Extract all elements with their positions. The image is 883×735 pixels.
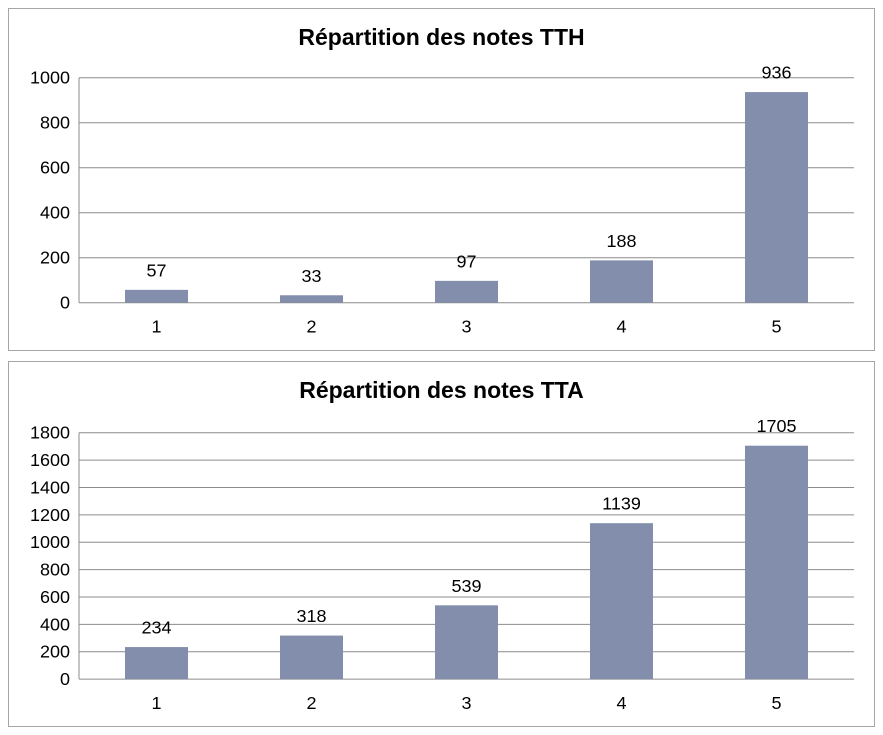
svg-text:57: 57 xyxy=(147,260,167,280)
svg-text:800: 800 xyxy=(40,560,70,580)
svg-text:0: 0 xyxy=(60,293,70,313)
svg-text:1705: 1705 xyxy=(756,416,796,436)
svg-text:1600: 1600 xyxy=(30,450,70,470)
svg-text:1000: 1000 xyxy=(30,68,70,88)
svg-text:1000: 1000 xyxy=(30,532,70,552)
svg-text:200: 200 xyxy=(40,248,70,268)
svg-text:4: 4 xyxy=(616,317,626,337)
svg-text:188: 188 xyxy=(606,231,636,251)
svg-text:1200: 1200 xyxy=(30,505,70,525)
svg-text:97: 97 xyxy=(456,251,476,271)
svg-text:1400: 1400 xyxy=(30,477,70,497)
svg-text:5: 5 xyxy=(771,317,781,337)
svg-text:5: 5 xyxy=(771,693,781,713)
svg-text:539: 539 xyxy=(451,576,481,596)
svg-text:1139: 1139 xyxy=(602,494,641,514)
svg-text:1800: 1800 xyxy=(30,423,70,443)
svg-text:33: 33 xyxy=(301,266,321,286)
svg-text:1: 1 xyxy=(151,693,161,713)
svg-text:800: 800 xyxy=(40,113,70,133)
svg-text:400: 400 xyxy=(40,614,70,634)
svg-text:936: 936 xyxy=(761,63,791,83)
svg-text:2: 2 xyxy=(306,317,316,337)
svg-text:0: 0 xyxy=(60,669,70,689)
svg-text:4: 4 xyxy=(616,693,626,713)
svg-text:400: 400 xyxy=(40,203,70,223)
svg-text:600: 600 xyxy=(40,587,70,607)
svg-text:318: 318 xyxy=(296,606,326,626)
svg-text:200: 200 xyxy=(40,642,70,662)
svg-text:600: 600 xyxy=(40,158,70,178)
svg-text:1: 1 xyxy=(152,317,162,337)
svg-text:3: 3 xyxy=(461,693,471,713)
svg-text:2: 2 xyxy=(306,693,316,713)
svg-text:234: 234 xyxy=(141,618,171,638)
svg-text:3: 3 xyxy=(461,317,471,337)
